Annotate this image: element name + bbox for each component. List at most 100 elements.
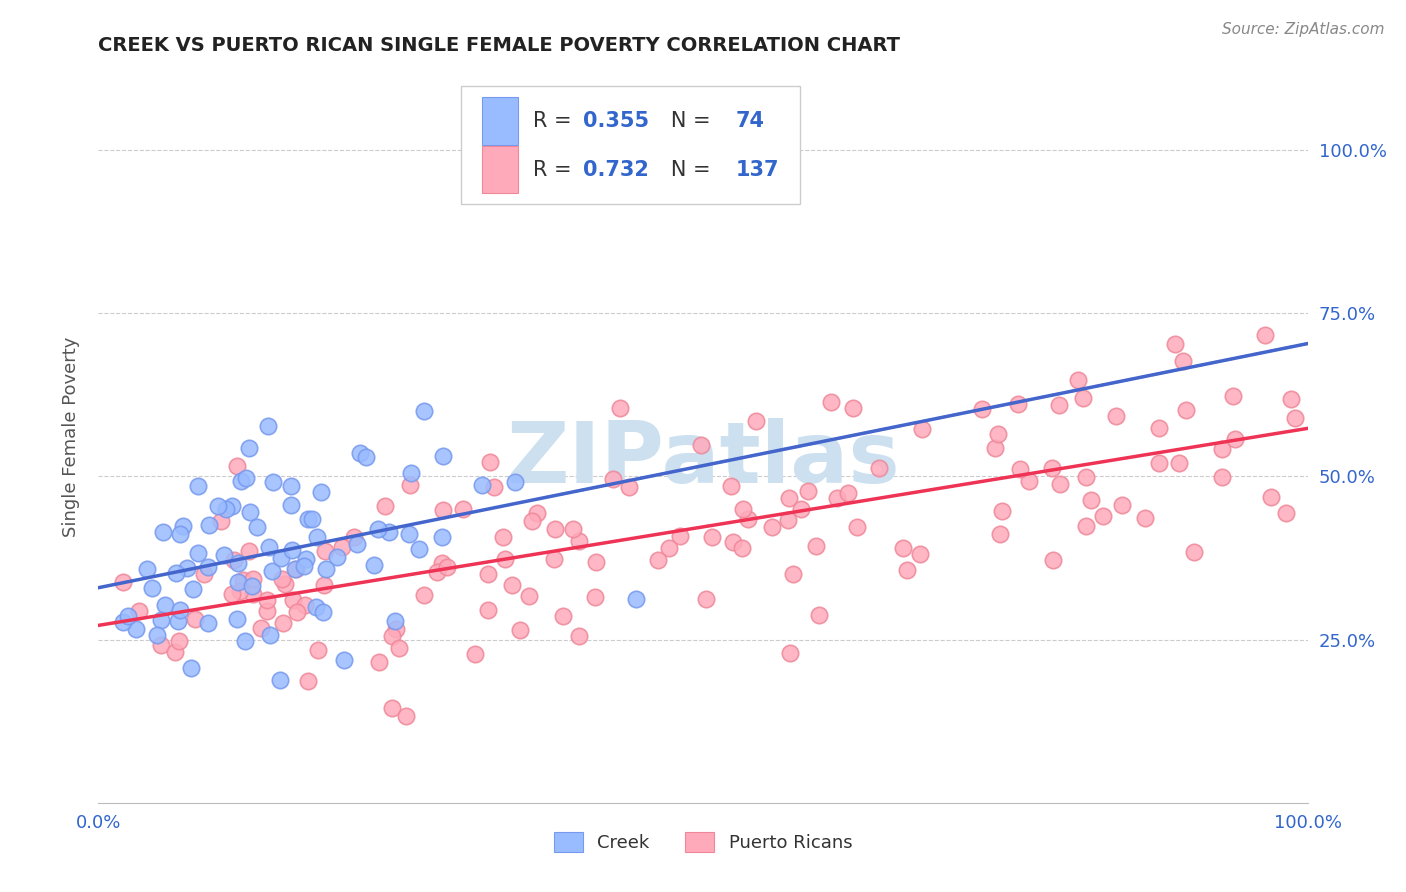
Point xyxy=(229,474,252,488)
Point xyxy=(624,592,647,607)
Text: ZIPatlas: ZIPatlas xyxy=(506,417,900,500)
Point xyxy=(1073,391,1095,405)
Point xyxy=(239,505,262,519)
Point xyxy=(721,534,744,549)
Point xyxy=(226,612,249,626)
Point xyxy=(395,709,418,723)
Point xyxy=(585,555,607,569)
Point xyxy=(295,552,318,566)
Point xyxy=(647,552,669,566)
Point xyxy=(374,499,396,513)
Point xyxy=(733,502,755,516)
Point xyxy=(349,445,371,459)
Point xyxy=(778,491,800,505)
Point xyxy=(804,539,827,553)
Point xyxy=(1076,470,1098,484)
Point xyxy=(658,541,681,556)
Point xyxy=(285,562,308,576)
Point xyxy=(991,504,1014,518)
Point xyxy=(297,674,319,689)
Text: R =: R = xyxy=(533,160,578,179)
Point xyxy=(720,479,742,493)
Point xyxy=(238,544,260,558)
Point xyxy=(367,522,389,536)
Point xyxy=(152,525,174,540)
Point xyxy=(477,567,499,582)
Point xyxy=(837,486,859,500)
Point xyxy=(1042,552,1064,566)
Point xyxy=(309,485,332,500)
Point xyxy=(972,401,994,416)
Text: 137: 137 xyxy=(735,160,779,179)
Point xyxy=(193,566,215,581)
Point xyxy=(378,524,401,539)
Point xyxy=(305,600,328,615)
Point xyxy=(307,642,329,657)
Point xyxy=(1223,432,1246,446)
Point xyxy=(464,647,486,661)
Point xyxy=(1133,511,1156,525)
Point xyxy=(761,520,783,534)
Point xyxy=(1279,392,1302,406)
Point xyxy=(354,450,377,464)
Point xyxy=(1275,507,1298,521)
Point xyxy=(399,466,422,480)
Point xyxy=(471,477,494,491)
Point xyxy=(501,578,523,592)
Point xyxy=(1284,410,1306,425)
Point xyxy=(380,629,402,643)
Point xyxy=(226,574,249,589)
Point xyxy=(779,646,801,660)
Point xyxy=(270,551,292,566)
Point xyxy=(690,437,713,451)
Point xyxy=(269,673,291,687)
Point xyxy=(509,624,531,638)
Point xyxy=(432,450,454,464)
Point xyxy=(128,604,150,618)
Point xyxy=(430,556,453,570)
Point xyxy=(222,553,245,567)
Point xyxy=(214,548,236,562)
Point xyxy=(211,514,233,528)
Point xyxy=(568,534,591,549)
Point xyxy=(330,541,353,555)
Point xyxy=(1018,474,1040,488)
Point xyxy=(172,519,194,533)
Point xyxy=(165,645,187,659)
Point xyxy=(165,566,187,581)
Point xyxy=(426,565,449,579)
Point xyxy=(1147,421,1170,435)
Point xyxy=(492,530,515,544)
Point xyxy=(1040,461,1063,475)
Point xyxy=(314,544,336,558)
Point xyxy=(285,605,308,619)
Text: CREEK VS PUERTO RICAN SINGLE FEMALE POVERTY CORRELATION CHART: CREEK VS PUERTO RICAN SINGLE FEMALE POVE… xyxy=(98,36,900,54)
Point xyxy=(1111,498,1133,512)
Y-axis label: Single Female Poverty: Single Female Poverty xyxy=(62,337,80,537)
Point xyxy=(183,582,205,596)
Point xyxy=(908,547,931,561)
Point xyxy=(451,501,474,516)
Point xyxy=(1184,545,1206,559)
Point xyxy=(240,579,263,593)
Point xyxy=(1171,354,1194,368)
Point xyxy=(270,572,292,586)
Point xyxy=(436,559,458,574)
Text: Source: ZipAtlas.com: Source: ZipAtlas.com xyxy=(1222,22,1385,37)
Point xyxy=(281,593,304,607)
Point xyxy=(150,638,173,652)
Point xyxy=(430,530,453,544)
Point xyxy=(146,627,169,641)
Point xyxy=(1260,490,1282,504)
Point xyxy=(256,593,278,607)
Point xyxy=(1007,397,1029,411)
Point xyxy=(1211,470,1233,484)
Point xyxy=(233,633,256,648)
Text: N =: N = xyxy=(651,160,717,179)
Point xyxy=(484,480,506,494)
Point xyxy=(312,606,335,620)
Point xyxy=(551,609,574,624)
Point xyxy=(301,512,323,526)
Point xyxy=(274,577,297,591)
Point xyxy=(505,475,527,490)
